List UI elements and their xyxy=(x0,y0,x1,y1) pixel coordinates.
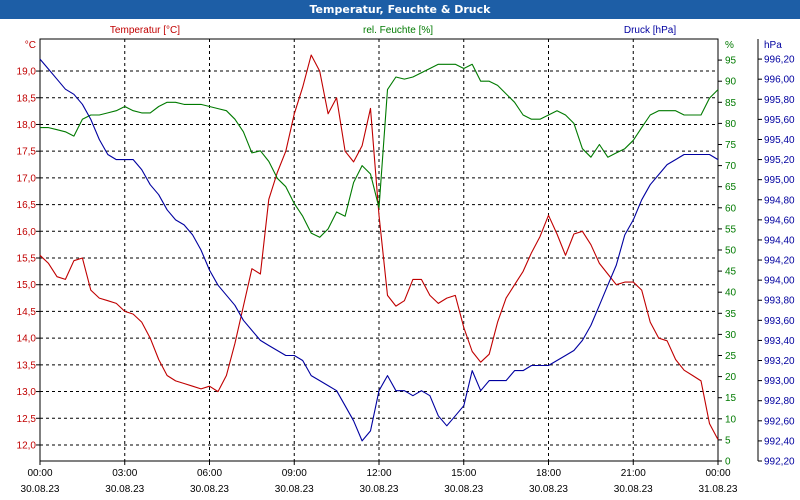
pressure-tick-label: 994,20 xyxy=(764,256,795,267)
pressure-tick-label: 993,80 xyxy=(764,296,795,307)
temperature-tick-label: 16,5 xyxy=(17,200,37,211)
temperature-line xyxy=(39,54,719,440)
temperature-axis-title: Temperatur [°C] xyxy=(110,25,180,36)
humidity-unit-label: % xyxy=(725,40,734,51)
humidity-axis: 0 5 10 15 20 25 30 35 40 45 50 55 60 65 70 75 80 85 90 95% xyxy=(718,40,737,468)
humidity-tick-label: 5 xyxy=(725,435,731,446)
date-tick-label: 30.08.23 xyxy=(614,484,653,495)
temperature-tick-label: 14,5 xyxy=(17,307,37,318)
date-tick-label: 30.08.23 xyxy=(21,484,60,495)
temperature-tick-label: 17,5 xyxy=(17,147,37,158)
time-tick-label: 00:00 xyxy=(705,468,730,479)
date-tick-label: 30.08.23 xyxy=(444,484,483,495)
humidity-tick-label: 90 xyxy=(725,77,737,88)
grid-lines xyxy=(39,39,719,461)
pressure-axis: 992,20 992,40 992,60 992,80 993,00 993,20 993,… xyxy=(757,39,795,468)
pressure-tick-label: 994,00 xyxy=(764,276,795,287)
date-tick-label: 30.08.23 xyxy=(275,484,314,495)
humidity-tick-label: 55 xyxy=(725,224,737,235)
pressure-tick-label: 993,00 xyxy=(764,376,795,387)
pressure-tick-label: 993,40 xyxy=(764,336,795,347)
pressure-tick-label: 993,60 xyxy=(764,316,795,327)
date-tick-label: 30.08.23 xyxy=(360,484,399,495)
humidity-tick-label: 35 xyxy=(725,309,737,320)
time-tick-label: 15:00 xyxy=(451,468,476,479)
temperature-tick-label: 17,0 xyxy=(17,173,37,184)
pressure-tick-label: 994,80 xyxy=(764,195,795,206)
pressure-unit-label: hPa xyxy=(764,40,782,51)
humidity-line xyxy=(40,63,719,238)
pressure-tick-label: 995,80 xyxy=(764,95,795,106)
pressure-tick-label: 992,20 xyxy=(764,457,795,468)
temperature-tick-label: 13,5 xyxy=(17,360,37,371)
date-tick-label: 30.08.23 xyxy=(529,484,568,495)
temperature-tick-label: 14,0 xyxy=(17,334,37,345)
humidity-tick-label: 85 xyxy=(725,98,737,109)
time-tick-label: 12:00 xyxy=(366,468,391,479)
temperature-tick-label: 16,0 xyxy=(17,227,37,238)
humidity-axis-title: rel. Feuchte [%] xyxy=(363,25,433,36)
temperature-tick-label: 18,0 xyxy=(17,120,37,131)
humidity-tick-label: 20 xyxy=(725,372,737,383)
temperature-tick-label: 15,5 xyxy=(17,254,37,265)
temperature-tick-label: 19,0 xyxy=(17,67,37,78)
temperature-tick-label: 18,5 xyxy=(17,93,37,104)
humidity-tick-label: 45 xyxy=(725,267,737,278)
humidity-tick-label: 0 xyxy=(725,457,731,468)
pressure-tick-label: 993,20 xyxy=(764,356,795,367)
date-tick-label: 30.08.23 xyxy=(190,484,229,495)
pressure-tick-label: 996,00 xyxy=(764,75,795,86)
date-tick-label: 30.08.23 xyxy=(105,484,144,495)
pressure-tick-label: 994,40 xyxy=(764,235,795,246)
temperature-tick-label: 13,0 xyxy=(17,387,37,398)
temperature-unit-label: °C xyxy=(25,40,36,51)
humidity-tick-label: 10 xyxy=(725,414,737,425)
date-tick-label: 31.08.23 xyxy=(699,484,738,495)
pressure-tick-label: 992,80 xyxy=(764,396,795,407)
axis-titles: Temperatur [°C] rel. Feuchte [%] Druck [hP… xyxy=(110,25,676,36)
pressure-tick-label: 995,20 xyxy=(764,155,795,166)
humidity-tick-label: 70 xyxy=(725,161,737,172)
humidity-tick-label: 30 xyxy=(725,330,737,341)
humidity-tick-label: 25 xyxy=(725,351,737,362)
pressure-tick-label: 995,00 xyxy=(764,175,795,186)
pressure-tick-label: 995,40 xyxy=(764,135,795,146)
time-tick-label: 00:00 xyxy=(27,468,52,479)
window-title-bar: Temperatur, Feuchte & Druck xyxy=(0,0,800,19)
humidity-tick-label: 80 xyxy=(725,119,737,130)
time-axis: 00:00 30.08.23 03:00 30.08.23 06:00 30.08.23 0… xyxy=(21,461,738,495)
series-layer xyxy=(39,54,719,442)
pressure-tick-label: 995,60 xyxy=(764,115,795,126)
humidity-tick-label: 40 xyxy=(725,288,737,299)
humidity-tick-label: 50 xyxy=(725,246,737,257)
window-title: Temperatur, Feuchte & Druck xyxy=(309,3,491,16)
time-tick-label: 18:00 xyxy=(536,468,561,479)
humidity-tick-label: 75 xyxy=(725,140,737,151)
temperature-tick-label: 15,0 xyxy=(17,280,37,291)
humidity-tick-label: 95 xyxy=(725,56,737,67)
time-tick-label: 06:00 xyxy=(197,468,222,479)
temperature-tick-label: 12,5 xyxy=(17,414,37,425)
humidity-tick-label: 60 xyxy=(725,203,737,214)
humidity-tick-label: 65 xyxy=(725,182,737,193)
time-tick-label: 21:00 xyxy=(621,468,646,479)
pressure-tick-label: 992,40 xyxy=(764,436,795,447)
temperature-axis: 12,0 12,5 13,0 13,5 14,0 14,5 15,0 15,5 16,0 16,5… xyxy=(17,40,40,451)
pressure-tick-label: 994,60 xyxy=(764,215,795,226)
humidity-tick-label: 15 xyxy=(725,393,737,404)
temperature-tick-label: 12,0 xyxy=(17,440,37,451)
pressure-line xyxy=(39,58,719,442)
pressure-axis-title: Druck [hPa] xyxy=(624,25,676,36)
time-tick-label: 03:00 xyxy=(112,468,137,479)
pressure-tick-label: 992,60 xyxy=(764,416,795,427)
pressure-tick-label: 996,20 xyxy=(764,55,795,66)
time-tick-label: 09:00 xyxy=(282,468,307,479)
